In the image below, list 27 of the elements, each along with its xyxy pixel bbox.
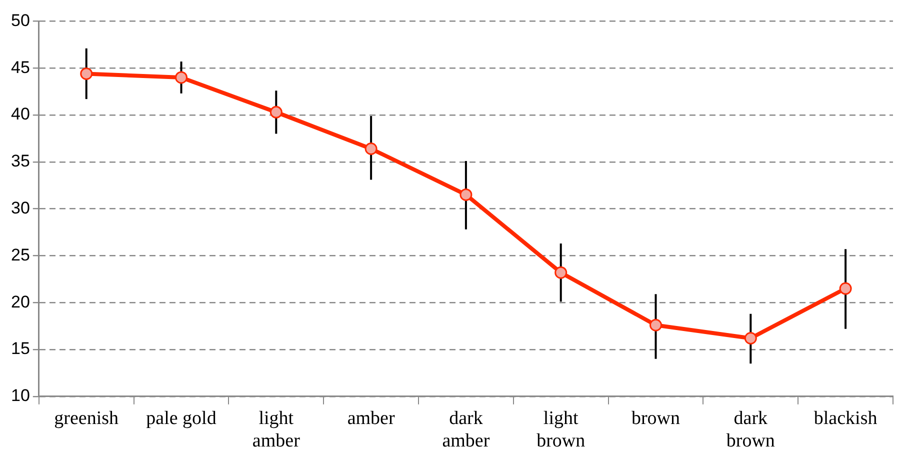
y-tick-label: 30 [10, 198, 30, 218]
y-tick-label: 50 [10, 10, 30, 30]
x-tick-label: greenish [54, 408, 120, 429]
y-tick-label: 35 [10, 152, 30, 171]
point [80, 67, 93, 80]
point [744, 332, 757, 344]
point [650, 318, 662, 332]
x-tick-label: brown [631, 408, 681, 429]
x-tick-label: dark brown [726, 408, 776, 452]
y-tick-label: 15 [10, 339, 30, 358]
point [270, 106, 282, 118]
y-tick-label: 10 [10, 386, 30, 406]
x-tick-label: blackish [814, 408, 878, 429]
y-tick-label: 25 [10, 245, 30, 264]
x-tick-label: amber [347, 408, 396, 429]
x-tick-label: light brown [536, 408, 586, 452]
y-tick-label: 40 [10, 104, 30, 124]
x-tick-label: dark amber [442, 408, 490, 452]
y-tick-label: 45 [10, 58, 30, 77]
point [554, 266, 568, 279]
point [175, 71, 188, 84]
point [460, 188, 472, 201]
y-tick-label: 20 [10, 292, 30, 312]
point [364, 142, 378, 156]
point [839, 282, 852, 295]
x-tick-label: pale gold [146, 408, 217, 429]
x-tick-label: light amber [252, 408, 301, 452]
